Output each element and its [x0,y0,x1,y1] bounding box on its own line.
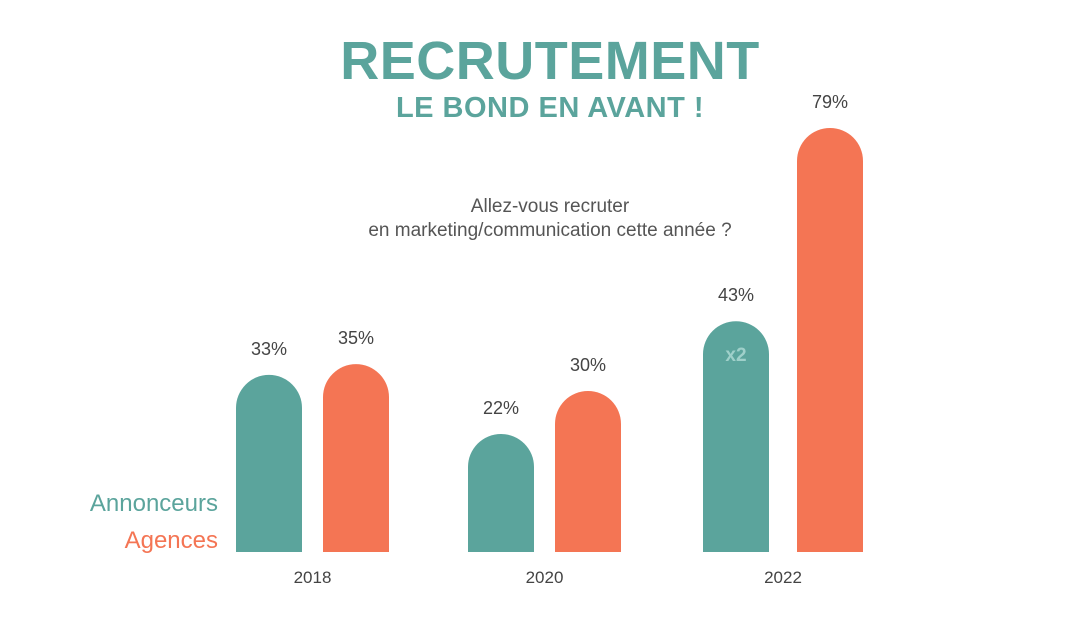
survey-question: Allez-vous recruter en marketing/communi… [300,195,800,243]
bar-agences-2022 [797,128,863,552]
survey-question-line-1: Allez-vous recruter [470,196,630,217]
survey-question-line-2: en marketing/communication cette année ? [368,220,732,241]
bar-annonceurs-2018 [236,374,302,552]
data-label-agences-2020: 30% [570,355,606,375]
bar-annonceurs-2022 [703,321,769,552]
bar-annonceurs-2020 [468,433,534,552]
chart-subtitle: LE BOND EN AVANT ! [395,92,705,124]
legend-entry-annonceurs: Annonceurs [89,490,218,517]
data-label-agences-2022: 79% [812,92,848,112]
chart-title: RECRUTEMENT [340,31,760,91]
data-label-agences-2018: 35% [338,328,374,348]
x-tick-label-2022: 2022 [764,568,802,587]
data-label-annonceurs-2018: 33% [251,339,287,359]
x-tick-label-2018: 2018 [294,568,332,587]
data-label-annonceurs-2020: 22% [483,398,519,418]
bar-agences-2018 [323,364,389,552]
annotation-x2: x2 [725,345,746,366]
bar-agences-2020 [555,390,621,552]
x-tick-label-2020: 2020 [526,568,564,587]
legend-entry-agences: Agences [124,527,218,554]
data-label-annonceurs-2022: 43% [718,285,754,305]
